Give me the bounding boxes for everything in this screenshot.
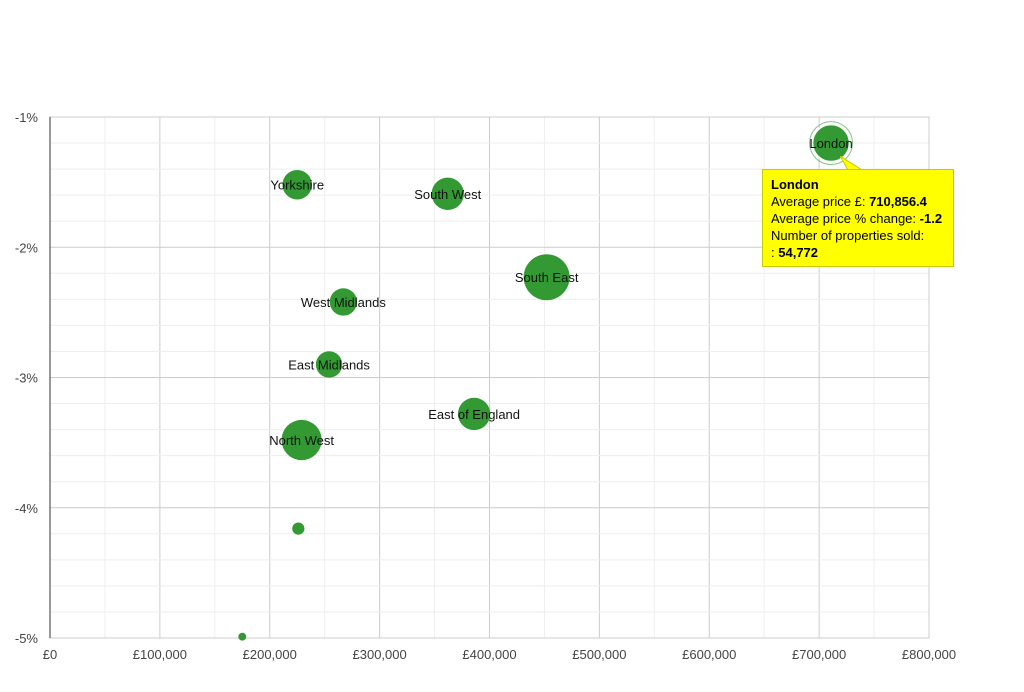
tooltip-sold-value: 54,772	[778, 245, 819, 260]
x-tick-label: £600,000	[682, 647, 736, 662]
tooltip-sold-label: Number of properties sold:	[771, 228, 925, 243]
bubble-label-east-of-england: East of England	[428, 407, 520, 422]
bubble-unlabeled	[238, 632, 247, 641]
bubble-east-midlands	[315, 351, 343, 378]
tooltip-london: London Average price £: 710,856.4 Averag…	[762, 169, 954, 267]
bubble-label-south-west: South West	[414, 187, 481, 202]
bubble-west-midlands	[329, 288, 358, 316]
tooltip-change-value: -1.2	[919, 211, 943, 226]
bubble-highlight-ring	[809, 121, 854, 166]
x-tick-label: £200,000	[243, 647, 297, 662]
y-tick-label: -3%	[15, 371, 39, 386]
bubble-south-west	[431, 177, 464, 211]
bubble-london	[811, 123, 851, 163]
x-tick-label: £700,000	[792, 647, 846, 662]
tooltip-title: London	[771, 177, 819, 192]
x-tick-label: £500,000	[572, 647, 626, 662]
tooltip-price-value: 710,856.4	[869, 194, 927, 209]
bubble-south-east	[523, 254, 570, 301]
bubble-north-west	[281, 419, 322, 461]
x-tick-label: £300,000	[353, 647, 407, 662]
bubble-label-south-east: South East	[515, 270, 579, 285]
x-tick-label: £400,000	[462, 647, 516, 662]
y-tick-label: -2%	[15, 240, 39, 255]
bubble-label-north-west: North West	[269, 433, 334, 448]
bubble-label-west-midlands: West Midlands	[301, 295, 387, 310]
bubble-label-yorkshire: Yorkshire	[270, 178, 324, 193]
y-tick-label: -5%	[15, 631, 39, 646]
chart-bubbles: London Yorkshire South West South East West …	[238, 121, 854, 641]
tooltip-change-label: Average price % change:	[771, 211, 917, 226]
x-tick-label: £800,000	[902, 647, 956, 662]
bubble-east-of-england	[457, 397, 491, 431]
bubble-yorkshire	[282, 169, 312, 200]
tooltip-price-label: Average price £:	[771, 194, 866, 209]
tooltip-sold-prefix: :	[771, 245, 775, 260]
y-tick-label: -1%	[15, 110, 39, 125]
bubble-unlabeled	[292, 522, 305, 535]
bubble-label-london: London	[809, 136, 852, 151]
chart-axes: £0 £100,000 £200,000 £300,000 £400,000 £500,0…	[15, 110, 956, 662]
x-tick-label: £100,000	[133, 647, 187, 662]
y-tick-label: -4%	[15, 501, 39, 516]
bubble-label-east-midlands: East Midlands	[288, 357, 370, 372]
x-tick-label: £0	[43, 647, 57, 662]
